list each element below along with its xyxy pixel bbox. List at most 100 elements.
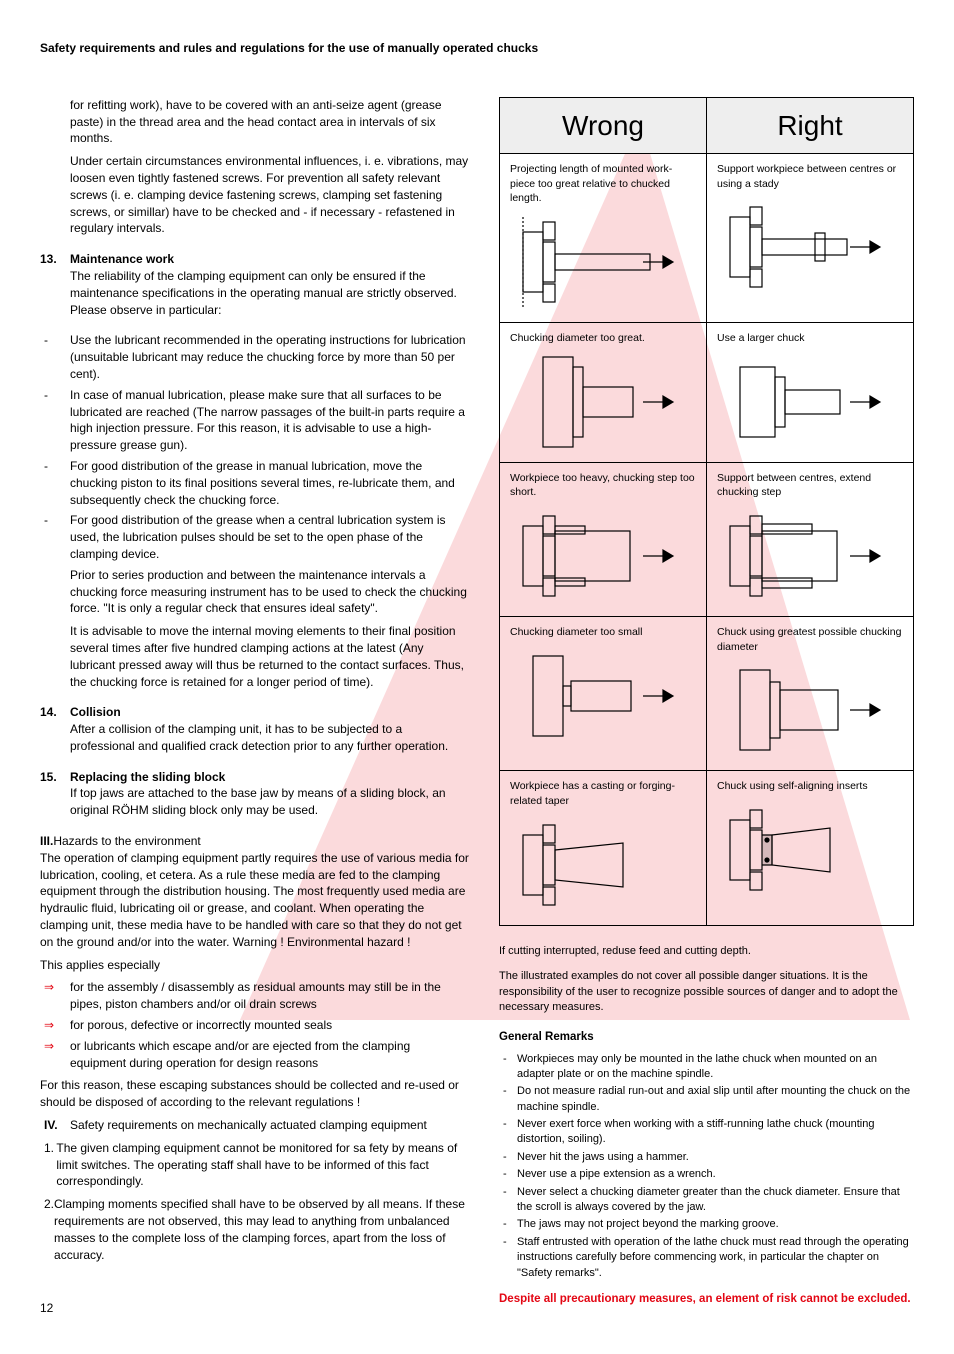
remark-item: -Staff entrusted with operation of the l… bbox=[499, 1235, 914, 1281]
remark-item: -Do not measure radial run-out and axial… bbox=[499, 1084, 914, 1115]
dash-icon: - bbox=[40, 387, 70, 454]
remark-text: Never use a pipe extension as a wrench. bbox=[517, 1167, 914, 1182]
sIII-p2: This applies especially bbox=[40, 957, 469, 974]
dash-icon: - bbox=[499, 1150, 517, 1165]
wrong-cell: Projecting length of mounted work-piece … bbox=[500, 154, 707, 322]
item-number: 1. bbox=[40, 1140, 56, 1190]
table-row: Workpiece has a casting or forging-relat… bbox=[500, 771, 913, 924]
right-cell: Support workpiece between centres or usi… bbox=[707, 154, 913, 322]
dash-icon: - bbox=[499, 1117, 517, 1148]
section-13-num: 13. bbox=[40, 251, 70, 268]
remark-text: Never hit the jaws using a hammer. bbox=[517, 1150, 914, 1165]
bullet-item: -For good distribution of the grease in … bbox=[40, 458, 469, 508]
right-text: Chuck using self-aligning inserts bbox=[717, 779, 903, 794]
bullet-item: -For good distribution of the grease whe… bbox=[40, 512, 469, 562]
section-15-title: Replacing the sliding block bbox=[70, 769, 225, 786]
arrow-text: for porous, defective or incorrectly mou… bbox=[70, 1017, 469, 1034]
arrow-item: ⇒or lubricants which escape and/or are e… bbox=[40, 1038, 469, 1072]
right-text: Chuck using greatest possible chucking d… bbox=[717, 625, 903, 654]
arrow-text: for the assembly / disassembly as residu… bbox=[70, 979, 469, 1013]
wrong-cell: Chucking diameter too great. bbox=[500, 323, 707, 462]
right-cell: Support between centres, extend chucking… bbox=[707, 463, 913, 616]
bullet-text: For good distribution of the grease in m… bbox=[70, 458, 469, 508]
bullet-text: In case of manual lubrication, please ma… bbox=[70, 387, 469, 454]
remark-text: Do not measure radial run-out and axial … bbox=[517, 1084, 914, 1115]
table-row: Projecting length of mounted work-piece … bbox=[500, 154, 913, 323]
intro-para-1: for refitting work), have to be covered … bbox=[70, 97, 469, 147]
wrong-text: Projecting length of mounted work-piece … bbox=[510, 162, 696, 206]
wrong-diagram bbox=[510, 506, 696, 606]
wrong-diagram bbox=[510, 815, 696, 915]
bottom-p1: If cutting interrupted, reduse feed and … bbox=[499, 944, 914, 959]
remark-item: -Never use a pipe extension as a wrench. bbox=[499, 1167, 914, 1182]
s13-p3: It is advisable to move the internal mov… bbox=[70, 623, 469, 690]
wrong-diagram bbox=[510, 212, 696, 312]
s15-p1: If top jaws are attached to the base jaw… bbox=[70, 785, 469, 819]
right-column: Wrong Right Projecting length of mounted… bbox=[499, 97, 914, 1307]
dash-icon: - bbox=[499, 1185, 517, 1216]
item-number: 2. bbox=[40, 1196, 54, 1263]
numbered-item: 2.Clamping moments specified shall have … bbox=[40, 1196, 469, 1263]
dash-icon: - bbox=[499, 1052, 517, 1083]
s13-p2: Prior to series production and between t… bbox=[70, 567, 469, 617]
wrong-cell: Workpiece too heavy, chucking step too s… bbox=[500, 463, 707, 616]
risk-warning: Despite all precautionary measures, an e… bbox=[499, 1291, 914, 1307]
dash-icon: - bbox=[499, 1217, 517, 1232]
arrow-text: or lubricants which escape and/or are ej… bbox=[70, 1038, 469, 1072]
dash-icon: - bbox=[40, 332, 70, 382]
wrong-cell: Chucking diameter too small bbox=[500, 617, 707, 770]
remark-item: -Never select a chucking diameter greate… bbox=[499, 1185, 914, 1216]
right-cell: Use a larger chuck bbox=[707, 323, 913, 462]
remark-item: -The jaws may not project beyond the mar… bbox=[499, 1217, 914, 1232]
right-text: Support between centres, extend chucking… bbox=[717, 471, 903, 500]
intro-para-2: Under certain circumstances environmenta… bbox=[70, 153, 469, 237]
page-header: Safety requirements and rules and regula… bbox=[40, 40, 914, 57]
right-diagram bbox=[717, 197, 903, 297]
dash-icon: - bbox=[40, 512, 70, 562]
s14-p1: After a collision of the clamping unit, … bbox=[70, 721, 469, 755]
section-iv-title: Safety requirements on mechanically actu… bbox=[70, 1117, 427, 1134]
header-wrong: Wrong bbox=[500, 98, 707, 154]
sIII-p3: For this reason, these escaping substanc… bbox=[40, 1077, 469, 1111]
wrong-cell: Workpiece has a casting or forging-relat… bbox=[500, 771, 707, 924]
right-text: Support workpiece between centres or usi… bbox=[717, 162, 903, 191]
wrong-text: Workpiece has a casting or forging-relat… bbox=[510, 779, 696, 808]
remark-text: The jaws may not project beyond the mark… bbox=[517, 1217, 914, 1232]
remark-item: -Never exert force when working with a s… bbox=[499, 1117, 914, 1148]
left-column: for refitting work), have to be covered … bbox=[40, 97, 469, 1307]
section-15-num: 15. bbox=[40, 769, 70, 786]
arrow-item: ⇒for porous, defective or incorrectly mo… bbox=[40, 1017, 469, 1034]
right-diagram bbox=[717, 800, 903, 900]
wrong-diagram bbox=[510, 352, 696, 452]
bullet-text: For good distribution of the grease when… bbox=[70, 512, 469, 562]
remark-text: Staff entrusted with operation of the la… bbox=[517, 1235, 914, 1281]
arrow-icon: ⇒ bbox=[40, 1017, 70, 1034]
item-text: Clamping moments specified shall have to… bbox=[54, 1196, 469, 1263]
wrong-right-table: Wrong Right Projecting length of mounted… bbox=[499, 97, 914, 926]
right-diagram bbox=[717, 506, 903, 606]
remark-text: Never select a chucking diameter greater… bbox=[517, 1185, 914, 1216]
section-iv-num: IV. bbox=[40, 1117, 70, 1134]
wrong-text: Chucking diameter too small bbox=[510, 625, 696, 640]
section-14-num: 14. bbox=[40, 704, 70, 721]
sIII-p1: The operation of clamping equipment part… bbox=[40, 850, 469, 951]
bullet-text: Use the lubricant recommended in the ope… bbox=[70, 332, 469, 382]
numbered-item: 1.The given clamping equipment cannot be… bbox=[40, 1140, 469, 1190]
arrow-item: ⇒for the assembly / disassembly as resid… bbox=[40, 979, 469, 1013]
table-row: Workpiece too heavy, chucking step too s… bbox=[500, 463, 913, 617]
right-cell: Chuck using self-aligning inserts bbox=[707, 771, 913, 924]
bullet-item: -Use the lubricant recommended in the op… bbox=[40, 332, 469, 382]
remark-item: -Workpieces may only be mounted in the l… bbox=[499, 1052, 914, 1083]
header-right: Right bbox=[707, 98, 913, 154]
section-13-title: Maintenance work bbox=[70, 251, 174, 268]
wrong-text: Workpiece too heavy, chucking step too s… bbox=[510, 471, 696, 500]
table-row: Chucking diameter too great.Use a larger… bbox=[500, 323, 913, 463]
arrow-icon: ⇒ bbox=[40, 1038, 70, 1072]
section-14-title: Collision bbox=[70, 704, 121, 721]
remark-item: -Never hit the jaws using a hammer. bbox=[499, 1150, 914, 1165]
section-iii-title: Hazards to the environment bbox=[53, 834, 200, 848]
remarks-title: General Remarks bbox=[499, 1029, 914, 1045]
wrong-diagram bbox=[510, 646, 696, 746]
right-diagram bbox=[717, 660, 903, 760]
right-cell: Chuck using greatest possible chucking d… bbox=[707, 617, 913, 770]
